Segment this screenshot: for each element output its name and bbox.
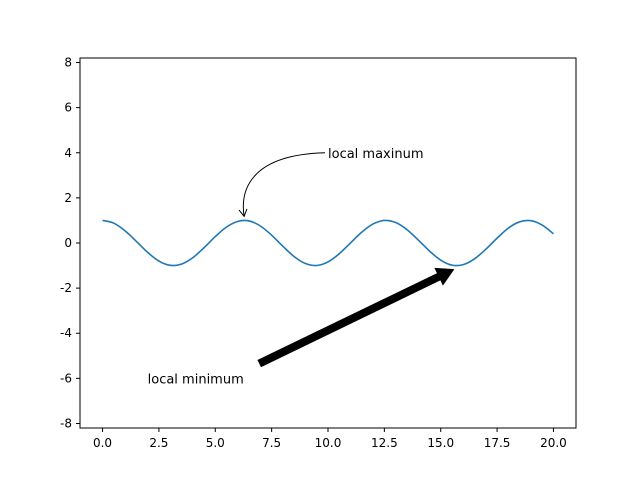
x-tick-label: 20.0 <box>540 436 567 450</box>
x-tick-label: 15.0 <box>427 436 454 450</box>
y-tick-label: 4 <box>64 146 72 160</box>
x-tick-label: 5.0 <box>206 436 225 450</box>
annotation-layer: local maxinum local minimum <box>148 147 455 387</box>
local-maximum-arrow <box>238 152 326 218</box>
x-tick-label: 2.5 <box>149 436 168 450</box>
plot-frame <box>79 57 577 429</box>
x-tick-label: 17.5 <box>484 436 511 450</box>
local-minimum-label: local minimum <box>148 372 244 387</box>
plot-area <box>80 58 576 428</box>
x-axis-ticks: 0.0 2.5 5.0 7.5 10.0 12.5 15.0 17.5 20.0 <box>93 428 567 450</box>
y-tick-label: -4 <box>60 326 72 340</box>
x-tick-label: 0.0 <box>93 436 112 450</box>
local-maximum-label: local maxinum <box>328 147 424 162</box>
y-tick-label: 6 <box>64 101 72 115</box>
y-tick-label: -8 <box>60 416 72 430</box>
y-tick-label: 2 <box>64 191 72 205</box>
y-tick-label: -6 <box>60 371 72 385</box>
series-line <box>102 219 554 267</box>
x-tick-label: 10.0 <box>315 436 342 450</box>
y-tick-label: -2 <box>60 281 72 295</box>
y-axis-ticks: -8 -6 -4 -2 0 2 4 6 8 <box>60 56 80 430</box>
y-tick-label: 0 <box>64 236 72 250</box>
local-minimum-arrow <box>257 267 455 368</box>
y-tick-label: 8 <box>64 56 72 70</box>
series-layer <box>102 219 554 267</box>
x-tick-label: 12.5 <box>371 436 398 450</box>
x-tick-label: 7.5 <box>262 436 281 450</box>
